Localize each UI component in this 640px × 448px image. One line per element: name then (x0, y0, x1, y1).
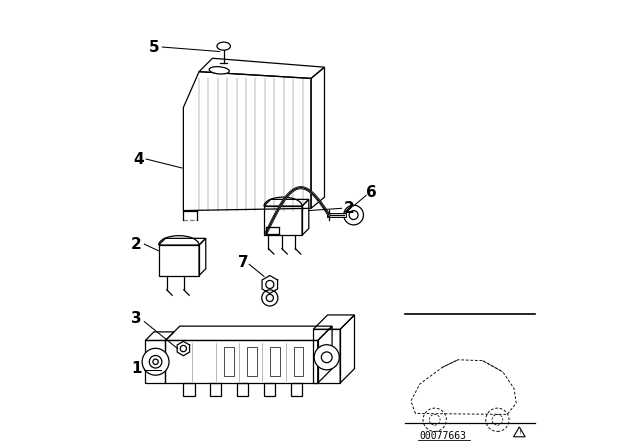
Circle shape (262, 290, 278, 306)
Text: 7: 7 (237, 254, 248, 270)
Text: 00077663: 00077663 (420, 431, 467, 441)
Text: 4: 4 (133, 151, 144, 167)
Ellipse shape (217, 42, 230, 50)
Circle shape (314, 345, 339, 370)
Text: 6: 6 (365, 185, 376, 200)
Circle shape (142, 349, 169, 375)
Text: 2: 2 (131, 237, 141, 252)
Text: 1: 1 (131, 361, 141, 376)
Ellipse shape (209, 67, 229, 74)
Text: !: ! (518, 430, 521, 435)
Text: 5: 5 (149, 39, 159, 55)
Circle shape (344, 205, 364, 225)
Text: 2: 2 (344, 201, 355, 216)
Text: 3: 3 (131, 310, 141, 326)
